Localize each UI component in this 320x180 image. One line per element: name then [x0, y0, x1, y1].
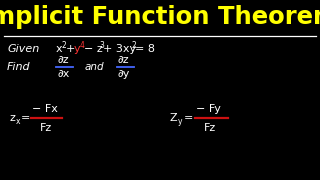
Text: Z: Z [170, 113, 178, 123]
Text: Fz: Fz [204, 123, 216, 133]
Text: − Fy: − Fy [196, 104, 221, 114]
Text: =: = [21, 113, 30, 123]
Text: + 3xy: + 3xy [103, 44, 136, 54]
Text: =: = [184, 113, 193, 123]
Text: 2: 2 [131, 42, 136, 51]
Text: 2: 2 [62, 42, 67, 51]
Text: Given: Given [7, 44, 39, 54]
Text: Find: Find [7, 62, 31, 72]
Text: x: x [16, 116, 20, 125]
Text: and: and [85, 62, 105, 72]
Text: − z: − z [84, 44, 103, 54]
Text: − Fx: − Fx [32, 104, 58, 114]
Text: Implicit Function Theorem: Implicit Function Theorem [0, 5, 320, 29]
Text: = 8: = 8 [135, 44, 155, 54]
Text: y: y [74, 44, 81, 54]
Text: x: x [56, 44, 63, 54]
Text: Fz: Fz [40, 123, 52, 133]
Text: y: y [178, 116, 182, 125]
Text: ∂x: ∂x [57, 69, 69, 79]
Text: 4: 4 [80, 42, 85, 51]
Text: ∂z: ∂z [57, 55, 68, 65]
Text: z: z [10, 113, 16, 123]
Text: ∂z: ∂z [118, 55, 130, 65]
Text: 3: 3 [99, 42, 104, 51]
Text: +: + [66, 44, 76, 54]
Text: ∂y: ∂y [118, 69, 130, 79]
